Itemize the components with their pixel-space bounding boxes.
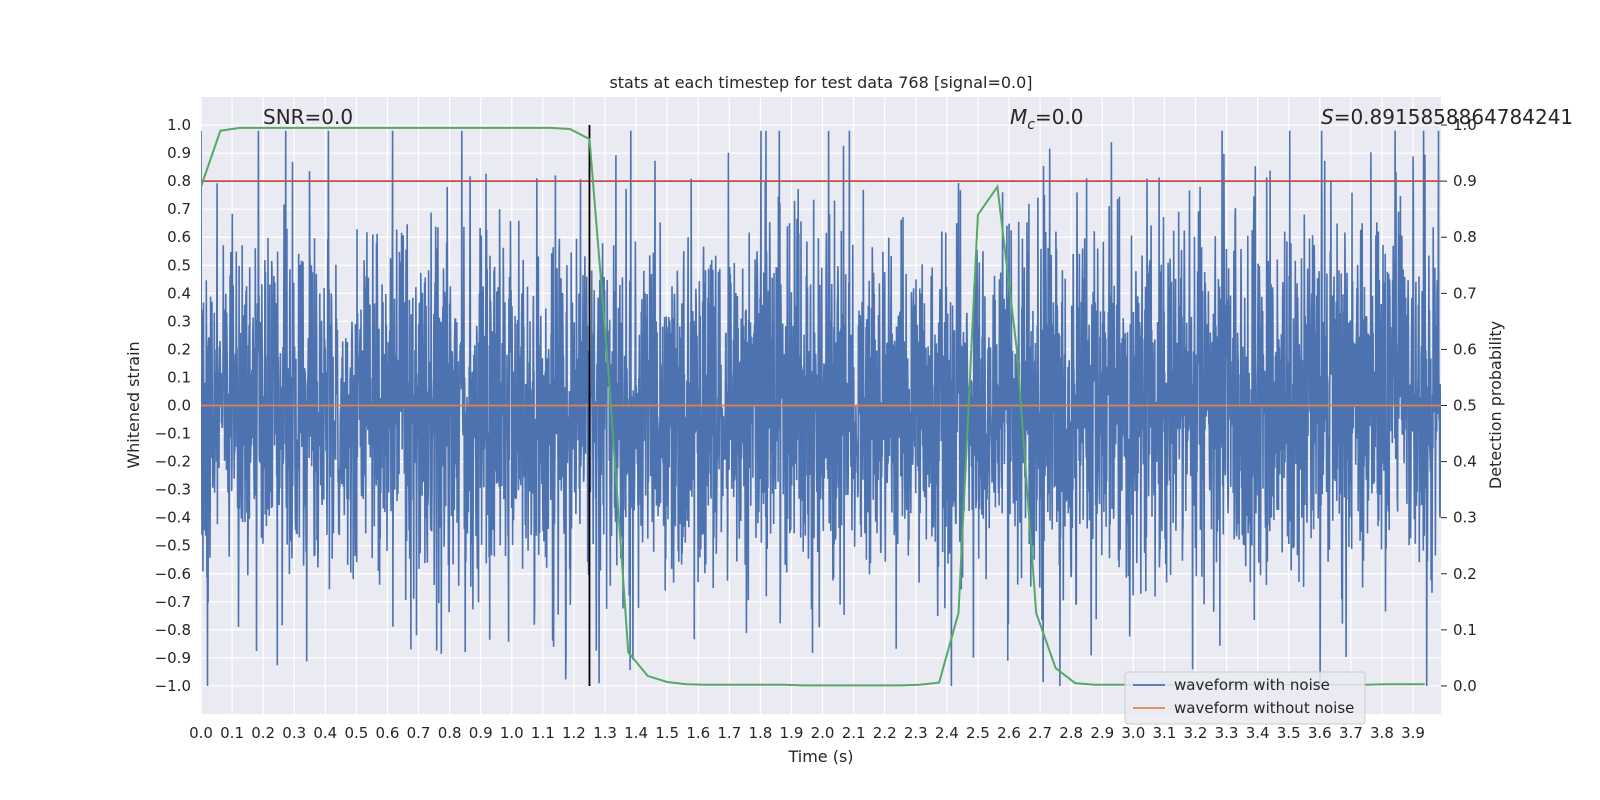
x-tick-label: 0.7 <box>407 724 431 742</box>
x-tick-label: 1.0 <box>500 724 524 742</box>
y2-tick-label: 0.4 <box>1453 453 1477 471</box>
y2-tick-label: 0.2 <box>1453 565 1477 583</box>
x-tick-label: 2.3 <box>904 724 928 742</box>
y-tick-label: 0.5 <box>167 256 191 274</box>
x-tick-label: 3.8 <box>1370 724 1394 742</box>
y2-axis-ticks: 1.0 0.9 0.8 0.7 0.6 0.5 0.4 0.3 0.2 0.1 0.0 <box>1441 116 1477 695</box>
y-tick-label: 0.3 <box>167 312 191 330</box>
x-tick-label: 1.4 <box>624 724 648 742</box>
legend-label-clean: waveform without noise <box>1174 699 1354 717</box>
y2-tick-label: 0.3 <box>1453 509 1477 527</box>
x-tick-label: 1.7 <box>717 724 741 742</box>
x-tick-label: 2.1 <box>842 724 866 742</box>
y-tick-label: −0.1 <box>155 425 191 443</box>
x-tick-label: 0.0 <box>189 724 213 742</box>
y2-axis-label: Detection probability <box>1486 321 1505 489</box>
x-tick-label: 3.4 <box>1246 724 1270 742</box>
y-tick-label: −0.8 <box>155 621 191 639</box>
x-tick-label: 1.2 <box>562 724 586 742</box>
mc-annotation: Mc=0.0 <box>1010 105 1084 133</box>
x-tick-label: 3.7 <box>1339 724 1363 742</box>
x-tick-label: 1.3 <box>593 724 617 742</box>
x-tick-label: 0.9 <box>469 724 493 742</box>
y-tick-label: 0.9 <box>167 144 191 162</box>
x-axis-label: Time (s) <box>787 747 853 766</box>
y-tick-label: −0.7 <box>155 593 191 611</box>
x-tick-label: 0.4 <box>313 724 337 742</box>
x-tick-label: 0.6 <box>376 724 400 742</box>
x-tick-label: 3.6 <box>1308 724 1332 742</box>
x-tick-label: 3.5 <box>1277 724 1301 742</box>
x-tick-label: 2.0 <box>811 724 835 742</box>
x-tick-label: 2.7 <box>1028 724 1052 742</box>
y-tick-label: 0.0 <box>167 397 191 415</box>
series-waveform-with-noise <box>201 130 1441 687</box>
x-tick-label: 0.5 <box>344 724 368 742</box>
y-tick-label: −0.2 <box>155 453 191 471</box>
legend-box <box>1124 671 1366 725</box>
y-tick-label: −0.6 <box>155 565 191 583</box>
x-tick-label: 1.5 <box>655 724 679 742</box>
x-tick-label: 1.6 <box>686 724 710 742</box>
x-tick-label: 0.2 <box>251 724 275 742</box>
x-tick-label: 2.5 <box>966 724 990 742</box>
x-tick-label: 2.6 <box>997 724 1021 742</box>
x-tick-label: 1.8 <box>748 724 772 742</box>
x-tick-label: 2.2 <box>873 724 897 742</box>
x-tick-label: 0.3 <box>282 724 306 742</box>
y-tick-label: 0.7 <box>167 200 191 218</box>
y2-tick-label: 0.7 <box>1453 284 1477 302</box>
y2-tick-label: 0.0 <box>1453 677 1477 695</box>
y2-tick-label: 0.8 <box>1453 228 1477 246</box>
x-tick-label: 2.9 <box>1090 724 1114 742</box>
x-tick-label: 3.1 <box>1152 724 1176 742</box>
x-tick-label: 1.1 <box>531 724 555 742</box>
y-axis-ticks: 1.0 0.9 0.8 0.7 0.6 0.5 0.4 0.3 0.2 0.1 0.0 −0.1 −0.… <box>155 116 191 695</box>
snr-annotation: SNR=0.0 <box>263 105 353 129</box>
x-tick-label: 2.4 <box>935 724 959 742</box>
s-annotation: S=0.8915858864784241 <box>1321 105 1573 129</box>
y2-tick-label: 0.1 <box>1453 621 1477 639</box>
x-axis-ticks: 0.0 0.1 0.2 0.3 0.4 0.5 0.6 0.7 0.8 0.9 1.0 1.1 1.2 1… <box>189 724 1425 742</box>
y-tick-label: 1.0 <box>167 116 191 134</box>
legend: waveform with noise waveform without noi… <box>1124 671 1366 725</box>
chart-title: stats at each timestep for test data 768… <box>609 73 1032 92</box>
y-tick-label: −0.4 <box>155 509 191 527</box>
y-tick-label: −1.0 <box>155 677 191 695</box>
x-tick-label: 3.0 <box>1121 724 1145 742</box>
x-tick-label: 3.3 <box>1215 724 1239 742</box>
y-tick-label: 0.2 <box>167 340 191 358</box>
y2-tick-label: 1.0 <box>1453 116 1477 134</box>
y-tick-label: −0.9 <box>155 649 191 667</box>
y-tick-label: −0.5 <box>155 537 191 555</box>
y2-tick-label: 0.9 <box>1453 172 1477 190</box>
x-tick-label: 0.8 <box>438 724 462 742</box>
y-axis-label: Whitened strain <box>124 341 143 468</box>
y-tick-label: −0.3 <box>155 481 191 499</box>
y-tick-label: 0.1 <box>167 368 191 386</box>
x-tick-label: 3.9 <box>1401 724 1425 742</box>
y-tick-label: 0.6 <box>167 228 191 246</box>
waveform-with-noise-line <box>201 130 1441 687</box>
x-tick-label: 2.8 <box>1059 724 1083 742</box>
y-tick-label: 0.4 <box>167 284 191 302</box>
x-tick-label: 1.9 <box>780 724 804 742</box>
x-tick-label: 0.1 <box>220 724 244 742</box>
legend-label-noise: waveform with noise <box>1174 676 1330 694</box>
y2-tick-label: 0.5 <box>1453 397 1477 415</box>
y-tick-label: 0.8 <box>167 172 191 190</box>
x-tick-label: 3.2 <box>1184 724 1208 742</box>
y2-tick-label: 0.6 <box>1453 340 1477 358</box>
